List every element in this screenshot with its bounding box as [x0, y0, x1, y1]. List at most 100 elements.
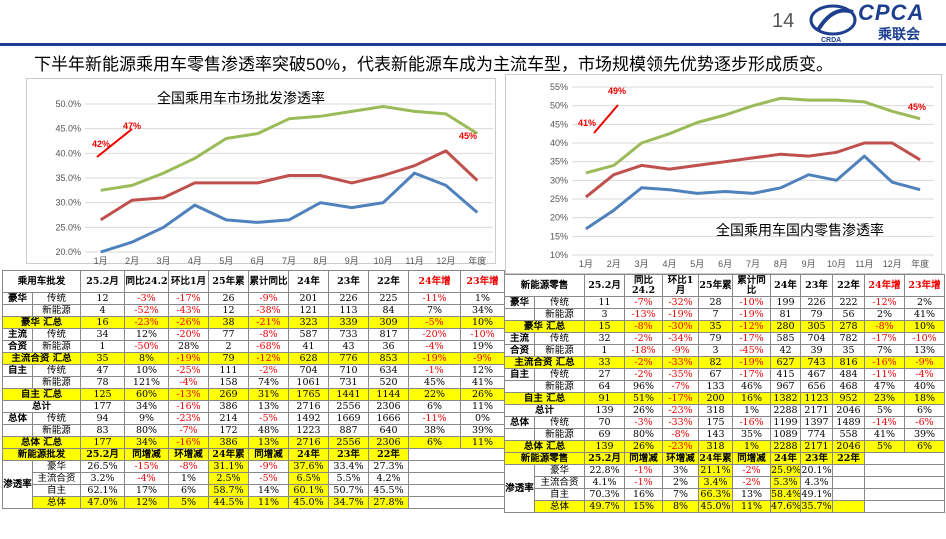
x-tick-label: 3月: [156, 256, 170, 265]
x-tick-label: 3月: [635, 259, 649, 269]
table-header: 同比24.2: [124, 270, 170, 293]
x-tick-label: 5月: [690, 259, 704, 269]
table-header: 22年: [832, 274, 866, 297]
table-row: 总体 汇总 139 26% -23% 318 1% 2288 2171 2046 5% 6%: [503, 440, 946, 453]
page-number: 14: [772, 10, 795, 32]
table-row: 豪华 汇总 16 -23% -26% 38 -21% 323 339 309 -5% 10%: [1, 316, 506, 329]
table-row: 豪华 传统 12 -3% -17% 26 -9% 201 226 225 -11% 1%: [2, 292, 506, 305]
table-header: 25.2月: [80, 270, 126, 293]
x-tick-label: 10月: [374, 256, 393, 265]
header-rule: [0, 43, 946, 46]
x-tick-label: 9月: [345, 256, 359, 265]
x-tick-label: 6月: [251, 256, 265, 265]
annotation-label: 49%: [608, 86, 626, 96]
annotation-label: 42%: [92, 139, 110, 149]
x-tick-label: 9月: [802, 259, 816, 269]
cpca-logo-icon: CRDA: [809, 4, 857, 44]
x-tick-label: 2月: [125, 256, 139, 265]
x-tick-label: 12月: [883, 259, 902, 269]
table-row: 总体 传统 70 -3% -33% 175 -16% 1199 1397 1489 -14% -6%: [504, 416, 946, 429]
table-row: 新能源 83 80% -7% 172 48% 1223 887 640 38% 39%: [2, 424, 506, 437]
chart-title: 全国乘用车国内零售渗透率: [716, 222, 884, 239]
table-header: 24年增: [864, 274, 906, 297]
penetration-row: 自主 70.3% 16% 7% 66.3% 13% 58.4% 49.1%: [505, 488, 946, 501]
growth-arrow-line: [593, 104, 619, 134]
table-header: 25.2月: [584, 274, 626, 297]
y-tick-label: 35%: [550, 157, 568, 167]
table-row: 自主 传统 47 10% -25% 111 -2% 704 710 634 -1% 12%: [2, 364, 506, 377]
table-row: 新能源 64 96% -7% 133 46% 967 656 468 47% 40%: [504, 380, 946, 393]
table-row: 主流 传统 32 -2% -34% 79 -17% 585 704 782 -17% -10%: [504, 332, 946, 345]
x-tick-label: 1月: [94, 256, 108, 265]
series-line-2: [100, 171, 479, 254]
x-tick-label: 8月: [774, 259, 788, 269]
table-header: 同比24.2: [624, 274, 664, 297]
table-row: 总计 177 34% -16% 386 13% 2716 2556 2306 6% 11%: [1, 400, 506, 413]
table-header: 累计同比: [248, 270, 290, 293]
series-line-0: [585, 96, 921, 175]
page-headline: 下半年新能源乘用车零售渗透率突破50%，代表新能源车成为主流车型，市场规模领先优…: [34, 55, 834, 74]
table-row: 主流 传统 34 12% -20% 77 -8% 587 733 817 -20% -10%: [2, 328, 506, 341]
table-header: 23年: [328, 270, 370, 293]
x-tick-label: 4月: [662, 259, 676, 269]
penetration-row: 主流合资 4.1% -1% 2% 3.4% -2% 5.3% 4.3%: [505, 476, 946, 489]
x-tick-label: 11月: [405, 256, 423, 265]
retail-chart-svg: 55% 50% 45% 40% 35% 30% 25% 20% 15% 10% 1月 2月 3月 4月 5月…: [550, 82, 934, 269]
annotation-label: 45%: [459, 131, 477, 141]
x-tick-label: 1月: [579, 259, 593, 269]
logo-text: CPCA: [858, 0, 925, 25]
x-tick-label: 7月: [746, 259, 760, 269]
penetration-row: 自主 62.1% 17% 6% 58.7% 14% 60.1% 50.7% 45.5%: [3, 484, 506, 497]
logo-cn: 乘联会: [878, 26, 920, 42]
table-row: 总体 汇总 177 34% -16% 386 13% 2716 2556 2306 6% 11%: [1, 436, 506, 449]
annotation-label: 47%: [123, 121, 141, 131]
x-tick-label: 11月: [855, 259, 873, 269]
x-tick-label: 6月: [718, 259, 732, 269]
table-row: 主流合资 汇总 35 8% -19% 79 -12% 628 776 853 -19% -9%: [1, 352, 506, 365]
y-tick-label: 50.0%: [55, 99, 81, 109]
penetration-row: 总体 49.7% 15% 8% 45.0% 11% 47.6% 35.7%: [505, 500, 946, 513]
y-tick-label: 20.0%: [55, 247, 81, 257]
series-line-2: [585, 154, 921, 231]
y-tick-label: 50%: [550, 101, 568, 111]
y-tick-label: 10%: [550, 250, 568, 260]
penetration-row: 渗透率 豪华 22.8% -1% 3% 21.1% -2% 25.9% 20.1%: [504, 464, 946, 513]
retail-chart: 55% 50% 45% 40% 35% 30% 25% 20% 15% 10% 1月 2月 3月 4月 5月…: [505, 74, 942, 274]
table-row: 新能源 4 -52% -43% 12 -38% 121 113 84 7% 34%: [2, 304, 506, 317]
table-row: 总体 传统 94 9% -23% 214 -5% 1492 1669 1666 -11% 0%: [2, 412, 506, 425]
table-row: 豪华 汇总 15 -8% -30% 35 -12% 280 305 278 -8% 10%: [503, 320, 946, 333]
table-row: 自主 汇总 91 51% -17% 200 16% 1382 1123 952 23% 18%: [503, 392, 946, 405]
penetration-row: 渗透率 豪华 26.5% -15% -8% 31.1% -9% 37.6% 33.4% 27.3%: [2, 460, 506, 509]
right-retail-table: 新能源零售 25.2月 同比24.2 环比1月 25年累 累计同比 24年 23年 22年 24年…: [503, 274, 946, 513]
growth-arrow-line: [96, 128, 133, 158]
y-tick-label: 40.0%: [55, 148, 81, 158]
x-tick-label: 8月: [313, 256, 327, 265]
table-header: 累计同比: [732, 274, 772, 297]
table-row: 合资 新能源 1 -50% 28% 2 -68% 41 43 36 -4% 19%: [2, 340, 506, 353]
table-header: 23年增: [904, 274, 946, 297]
y-tick-label: 30%: [550, 175, 568, 185]
y-tick-label: 40%: [550, 138, 568, 148]
series-line-1: [99, 149, 479, 222]
table-header: 23年增: [460, 270, 506, 293]
table-row: 自主 汇总 125 60% -13% 269 31% 1765 1441 1144 22% 26%: [1, 388, 506, 401]
y-tick-label: 15%: [550, 231, 568, 241]
annotation-label: 45%: [908, 102, 926, 112]
table-row: 合资 新能源 1 -18% -9% 3 -45% 42 39 35 7% 13%: [504, 344, 946, 357]
x-tick-label: 12月: [436, 256, 455, 265]
left-wholesale-table: 乘用车批发 25.2月 同比24.2 环比1月 25年累 累计同比 24年 23年 22年 24年…: [1, 270, 506, 509]
x-tick-label: 4月: [188, 256, 202, 265]
table-row: 新能源 69 80% -8% 143 35% 1089 774 558 41% 39%: [504, 428, 946, 441]
series-line-0: [100, 105, 479, 192]
wholesale-chart-svg: 50.0% 45.0% 40.0% 35.0% 30.0% 25.0% 20.0% 1月 2月 3…: [55, 90, 493, 265]
table-header: 新能源零售: [503, 274, 586, 297]
y-tick-label: 25%: [550, 194, 568, 204]
y-tick-label: 35.0%: [55, 173, 81, 183]
y-tick-label: 45.0%: [55, 124, 81, 134]
y-tick-label: 20%: [550, 213, 568, 223]
table-header: 乘用车批发: [1, 270, 82, 293]
table-header: 25年累: [208, 270, 250, 293]
logo-sub: CRDA: [821, 37, 841, 44]
table-header: 24年增: [408, 270, 462, 293]
series-line-1: [584, 141, 921, 199]
